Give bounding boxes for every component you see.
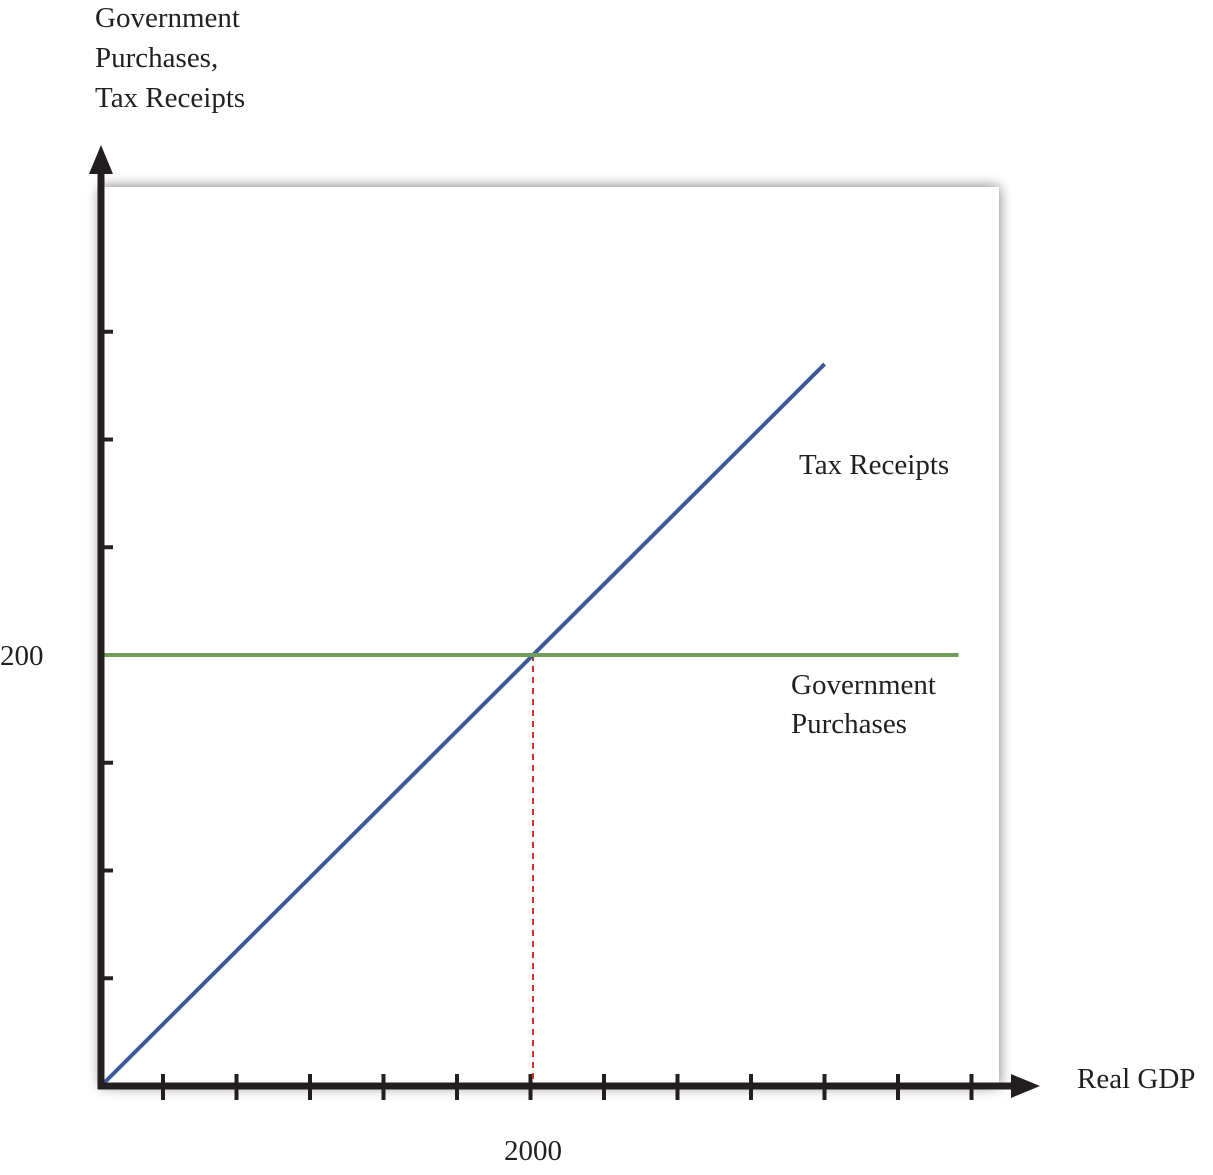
series-group: [99, 362, 959, 1088]
x-axis-arrowhead: [1011, 1074, 1040, 1098]
series-label-tax-receipts: Tax Receipts: [799, 449, 949, 481]
series-label-government-purchases-line-2: Purchases: [791, 708, 907, 740]
x-tick-label: 2000: [504, 1135, 562, 1167]
series-line-tax-receipts: [99, 362, 827, 1088]
x-axis-title: Real GDP: [1077, 1063, 1195, 1095]
y-axis-arrowhead: [89, 145, 113, 174]
y-axis-title-line-2: Purchases,: [95, 42, 218, 74]
y-axis-title-line-1: Government: [95, 2, 240, 34]
series-label-government-purchases-line-1: Government: [791, 669, 936, 701]
y-tick-label: 200: [0, 640, 44, 672]
y-axis-title-line-3: Tax Receipts: [95, 82, 245, 114]
